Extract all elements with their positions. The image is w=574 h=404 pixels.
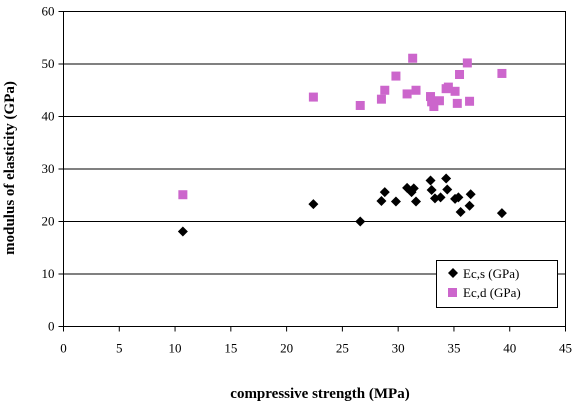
- y-tick-label: 0: [48, 319, 55, 334]
- ec-s-point: [355, 216, 366, 227]
- ec-s-point: [308, 199, 319, 210]
- ec-d-point: [434, 96, 444, 106]
- x-tick-label: 15: [224, 341, 237, 356]
- x-tick-label: 40: [503, 341, 516, 356]
- ec-s-point: [408, 183, 419, 194]
- ec-s-point: [390, 196, 401, 207]
- ec-d-point: [497, 68, 507, 78]
- ec-s-point: [379, 187, 390, 198]
- x-axis-ticks: 0 5 10 15 20 25 30 35 40 45: [60, 326, 572, 356]
- ec-d-point: [452, 98, 462, 108]
- ec-s-point: [426, 185, 437, 195]
- legend-marker-diamond-icon: [448, 268, 458, 278]
- ec-d-point: [427, 97, 437, 107]
- ec-d-point: [462, 58, 472, 68]
- x-tick-label: 20: [280, 341, 293, 356]
- ec-s-point: [441, 173, 452, 184]
- ec-s-point: [453, 192, 464, 203]
- y-tick-label: 10: [42, 266, 55, 281]
- ec-d-point: [450, 86, 460, 96]
- ec-s-point: [425, 175, 436, 186]
- x-tick-label: 45: [559, 341, 572, 356]
- y-tick-label: 30: [42, 161, 55, 176]
- ec-d-point: [402, 89, 412, 99]
- x-tick-label: 30: [392, 341, 405, 356]
- legend-label-ec-s: Ec,s (GPa): [463, 266, 519, 281]
- x-tick-label: 25: [336, 341, 349, 356]
- ec-s-point: [496, 208, 507, 219]
- ec-s-point: [464, 200, 475, 211]
- ec-s-point: [376, 196, 387, 207]
- y-tick-label: 50: [42, 56, 55, 71]
- legend-label-ec-d: Ec,d (GPa): [463, 285, 521, 300]
- ec-d-point: [408, 53, 418, 63]
- ec-s-point: [442, 184, 453, 195]
- ec-d-point: [426, 92, 436, 102]
- legend-marker-square-icon: [448, 288, 457, 297]
- ec-d-point: [429, 102, 439, 112]
- x-tick-label: 10: [169, 341, 182, 356]
- y-tick-label: 40: [42, 109, 55, 124]
- ec-d-point: [308, 92, 318, 102]
- ec-s-point: [455, 207, 466, 218]
- legend-box: [436, 260, 558, 308]
- ec-d-point: [443, 82, 453, 92]
- y-axis-ticks: 0 10 20 30 40 50 60: [42, 4, 64, 334]
- legend: Ec,s (GPa) Ec,d (GPa): [436, 260, 558, 308]
- y-tick-label: 20: [42, 214, 55, 229]
- ec-d-point: [376, 94, 386, 104]
- data-points: [177, 53, 507, 237]
- ec-d-point: [178, 190, 188, 200]
- ec-s-point: [177, 226, 188, 237]
- ec-d-point: [380, 85, 390, 95]
- ec-d-point: [455, 70, 465, 79]
- ec-s-point: [465, 189, 476, 200]
- x-tick-label: 35: [447, 341, 460, 356]
- ec-d-point: [411, 85, 421, 95]
- ec-d-point: [355, 100, 365, 110]
- ec-d-point: [465, 96, 475, 106]
- y-tick-label: 60: [42, 4, 55, 19]
- x-tick-label: 5: [116, 341, 123, 356]
- x-tick-label: 0: [60, 341, 67, 356]
- ec-s-point: [411, 196, 422, 207]
- ec-d-point: [391, 71, 401, 81]
- ec-s-point: [435, 192, 446, 203]
- x-axis-title: compressive strength (MPa): [230, 386, 409, 402]
- y-axis-title: modulus of elasticity (GPa): [2, 81, 18, 255]
